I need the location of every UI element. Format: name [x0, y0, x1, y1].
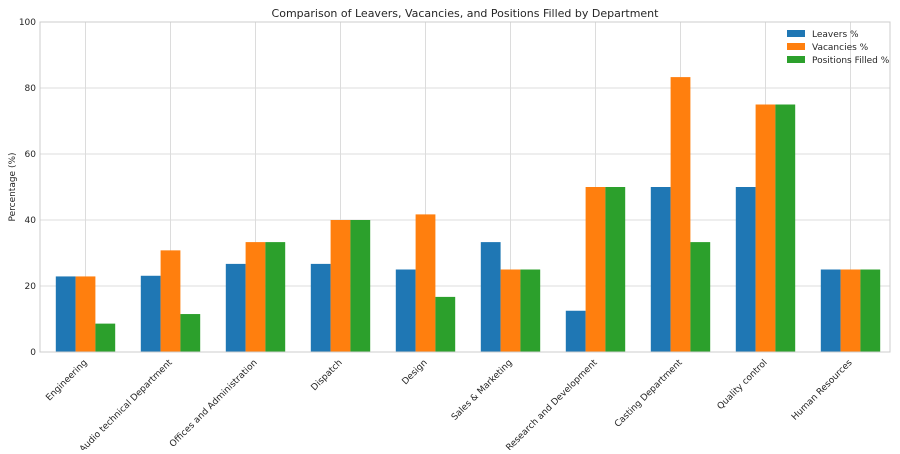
x-tick-label: Design — [401, 358, 430, 387]
y-tick-label: 40 — [25, 216, 37, 226]
bar-positions-filled--1 — [180, 314, 201, 352]
bar-positions-filled--9 — [860, 269, 881, 352]
x-tick-label: Offices and Administration — [168, 358, 260, 450]
bar-leavers--7 — [650, 187, 671, 352]
y-tick-label: 100 — [19, 18, 36, 28]
x-tick-label: Sales & Marketing — [450, 358, 515, 423]
y-tick-label: 20 — [25, 282, 37, 292]
bar-vacancies--2 — [245, 242, 266, 352]
legend-label: Leavers % — [812, 30, 859, 40]
bar-vacancies--6 — [585, 187, 606, 352]
legend-label: Positions Filled % — [812, 56, 890, 66]
bar-positions-filled--0 — [95, 323, 116, 352]
bar-positions-filled--7 — [690, 242, 711, 352]
y-tick-label: 80 — [25, 84, 37, 94]
bar-positions-filled--8 — [775, 104, 796, 352]
plot-frame — [39, 21, 891, 353]
bar-vacancies--1 — [160, 250, 181, 352]
bar-vacancies--3 — [330, 220, 351, 352]
legend-swatch — [787, 56, 805, 63]
legend-label: Vacancies % — [812, 43, 869, 53]
bar-leavers--0 — [55, 276, 76, 352]
bar-leavers--5 — [480, 242, 501, 352]
x-tick-label: Dispatch — [310, 358, 345, 393]
bar-leavers--1 — [140, 275, 161, 352]
bar-positions-filled--6 — [605, 187, 626, 352]
bar-leavers--2 — [225, 263, 246, 352]
y-tick-label: 0 — [30, 348, 36, 358]
x-tick-label: Quality control — [716, 358, 770, 412]
bar-positions-filled--3 — [350, 220, 371, 352]
bar-leavers--4 — [395, 269, 416, 352]
x-tick-label: Engineering — [44, 358, 89, 403]
bar-vacancies--7 — [670, 77, 691, 353]
y-axis-label: Percentage (%) — [8, 152, 18, 221]
x-tick-label: Casting Department — [613, 358, 685, 430]
bar-vacancies--9 — [840, 269, 861, 352]
bar-leavers--3 — [310, 263, 331, 352]
bar-positions-filled--4 — [435, 296, 456, 352]
bar-leavers--9 — [820, 269, 841, 352]
y-tick-label: 60 — [25, 150, 37, 160]
bar-positions-filled--5 — [520, 269, 541, 352]
legend-swatch — [787, 43, 805, 50]
bar-leavers--6 — [565, 310, 586, 352]
x-tick-label: Research and Development — [504, 358, 599, 450]
bar-vacancies--8 — [755, 104, 776, 352]
bar-vacancies--0 — [75, 276, 96, 352]
legend-swatch — [787, 30, 805, 37]
bar-vacancies--5 — [500, 269, 521, 352]
bar-positions-filled--2 — [265, 242, 286, 352]
chart-title: Comparison of Leavers, Vacancies, and Po… — [272, 7, 660, 20]
bar-leavers--8 — [735, 187, 756, 352]
x-tick-label: Human Resources — [790, 358, 855, 423]
bar-vacancies--4 — [415, 214, 436, 352]
x-tick-label: Audio technical Department — [78, 358, 175, 450]
